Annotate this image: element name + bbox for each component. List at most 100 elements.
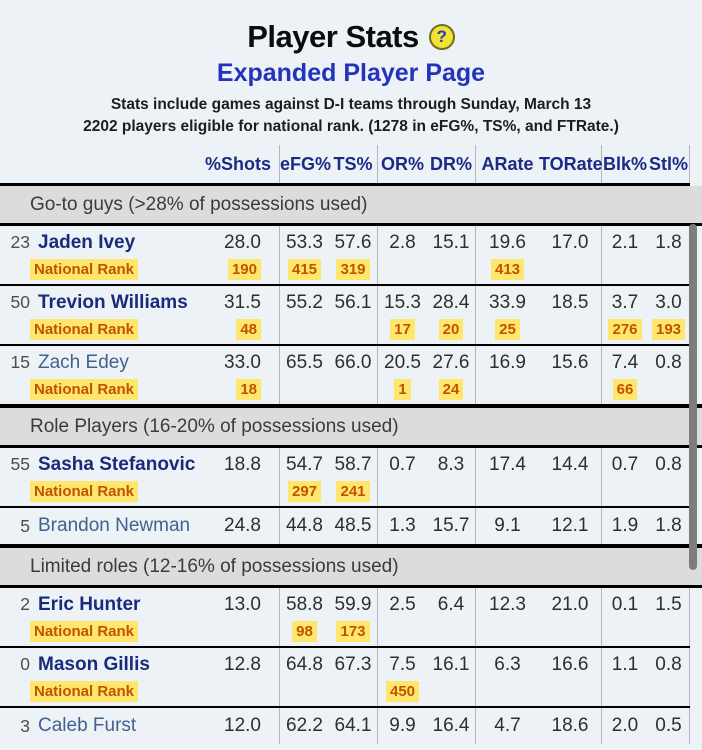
stat-rank-line: 1 bbox=[378, 379, 427, 404]
stat-cell: 0.1 bbox=[602, 588, 648, 646]
stat-rank-line bbox=[427, 259, 475, 284]
player-name-link[interactable]: Caleb Furst bbox=[38, 715, 137, 736]
stat-rank-line bbox=[280, 319, 329, 344]
player-name-link[interactable]: Brandon Newman bbox=[38, 515, 191, 536]
col-header-arate[interactable]: ARate bbox=[481, 154, 534, 174]
stat-cell: 1.3 bbox=[378, 508, 427, 544]
player-block: 15 Zach Edey National Rank 33.0 18 65.5 66.0 20… bbox=[0, 346, 690, 404]
stat-value: 14.4 bbox=[551, 454, 589, 475]
national-rank-row-label: National Rank bbox=[30, 621, 202, 646]
player-cell: 55 Sasha Stefanovic National Rank bbox=[0, 448, 202, 506]
stat-cell: 0.7 bbox=[378, 448, 427, 506]
national-rank-row-label: National Rank bbox=[30, 319, 202, 344]
player-name-link[interactable]: Sasha Stefanovic bbox=[38, 453, 196, 475]
stat-value: 15.3 bbox=[384, 292, 421, 313]
stat-rank-line: 190 bbox=[202, 259, 279, 284]
stat-cell: 57.6 319 bbox=[329, 226, 378, 284]
national-rank-row-label: National Rank bbox=[30, 681, 202, 706]
stat-cell: 58.8 98 bbox=[280, 588, 329, 646]
stat-value: 28.0 bbox=[224, 232, 261, 253]
stat-cell: 0.5 bbox=[648, 708, 690, 744]
col-header-shots[interactable]: %Shots bbox=[202, 145, 280, 183]
national-rank-row-label: National Rank bbox=[30, 379, 202, 404]
player-block: 23 Jaden Ivey National Rank 28.0 190 53.3 415 5… bbox=[0, 226, 690, 286]
stat-cell: 2.1 bbox=[602, 226, 648, 284]
stat-rank-line bbox=[476, 379, 539, 404]
stat-rank-line bbox=[648, 379, 689, 404]
stat-rank-line bbox=[202, 481, 279, 506]
stat-cell: 0.8 bbox=[648, 648, 690, 706]
stat-rank-value: 415 bbox=[287, 259, 322, 280]
stat-value: 58.8 bbox=[286, 594, 323, 615]
stat-value: 0.1 bbox=[611, 594, 639, 615]
stat-cell: 18.5 bbox=[539, 286, 602, 344]
stat-rank-line bbox=[427, 621, 475, 646]
stat-rank-line bbox=[329, 319, 377, 344]
stat-rank-line bbox=[539, 681, 601, 706]
stat-value: 55.2 bbox=[286, 292, 323, 313]
player-block: 0 Mason Gillis National Rank 12.8 64.8 67.3 7.… bbox=[0, 648, 690, 708]
national-rank-label: National Rank bbox=[30, 379, 139, 400]
player-name-link[interactable]: Zach Edey bbox=[38, 351, 129, 373]
stat-rank-line bbox=[648, 259, 689, 284]
player-name-link[interactable]: Mason Gillis bbox=[38, 653, 150, 675]
col-header-stl[interactable]: Stl% bbox=[648, 145, 690, 183]
stat-cell: 12.3 bbox=[476, 588, 539, 646]
stat-value: 33.9 bbox=[489, 292, 526, 313]
player-stats-table: %Shots eFG% TS% OR% DR% ARate TORate Blk… bbox=[0, 145, 702, 744]
stat-cell: 1.9 bbox=[602, 508, 648, 544]
stat-value: 1.1 bbox=[611, 654, 639, 675]
stat-value: 62.2 bbox=[286, 715, 323, 736]
stat-rank-line: 415 bbox=[280, 259, 329, 284]
info-line-1-strong: D-I bbox=[323, 96, 345, 113]
stat-rank-value: 241 bbox=[336, 481, 370, 502]
stat-value: 1.8 bbox=[655, 515, 682, 536]
player-name-line: 55 Sasha Stefanovic bbox=[0, 448, 202, 481]
col-header-torate[interactable]: TORate bbox=[539, 145, 603, 183]
national-rank-label: National Rank bbox=[30, 621, 139, 642]
stat-rank-line bbox=[476, 621, 539, 646]
stat-cell: 0.8 bbox=[648, 346, 690, 404]
col-header-ts[interactable]: TS% bbox=[329, 145, 378, 183]
player-name-line: 5 Brandon Newman bbox=[0, 508, 202, 544]
stat-value: 18.6 bbox=[551, 715, 589, 736]
stat-value: 0.8 bbox=[655, 454, 682, 475]
stat-rank-value: 319 bbox=[336, 259, 370, 280]
col-header-efg[interactable]: eFG% bbox=[280, 154, 332, 174]
player-name-link[interactable]: Eric Hunter bbox=[38, 593, 141, 615]
col-header-or[interactable]: OR% bbox=[380, 154, 424, 174]
national-rank-row-label: National Rank bbox=[30, 481, 202, 506]
stat-value: 2.5 bbox=[389, 594, 416, 615]
stat-cell: 16.9 bbox=[476, 346, 539, 404]
stat-value: 28.4 bbox=[432, 292, 470, 313]
stat-rank-line bbox=[202, 681, 279, 706]
stat-rank-value: 297 bbox=[287, 481, 322, 502]
col-header-dr[interactable]: DR% bbox=[427, 145, 476, 183]
stat-rank-value: 276 bbox=[608, 319, 642, 340]
info-line-2: 2202 players eligible for national rank.… bbox=[83, 118, 619, 135]
stat-value: 58.7 bbox=[334, 454, 372, 475]
stat-rank-value: 25 bbox=[495, 319, 520, 340]
help-question-icon[interactable]: ? bbox=[428, 24, 455, 50]
stat-cell: 55.2 bbox=[280, 286, 329, 344]
player-name-link[interactable]: Trevion Williams bbox=[38, 291, 188, 313]
stat-value: 0.8 bbox=[655, 654, 682, 675]
section-header-band: Go-to guys (>28% of possessions used) bbox=[0, 186, 702, 226]
scrollbar-thumb[interactable] bbox=[689, 224, 697, 570]
stat-value: 0.7 bbox=[389, 454, 416, 475]
player-name-link[interactable]: Jaden Ivey bbox=[38, 231, 136, 253]
stat-value: 15.1 bbox=[432, 232, 470, 253]
player-cell: 15 Zach Edey National Rank bbox=[0, 346, 202, 404]
stat-cell: 33.9 25 bbox=[476, 286, 539, 344]
stat-rank-line bbox=[648, 621, 689, 646]
stat-value: 64.8 bbox=[286, 654, 323, 675]
stat-value: 33.0 bbox=[224, 352, 261, 373]
col-header-blk[interactable]: Blk% bbox=[602, 154, 647, 174]
stat-value: 19.6 bbox=[489, 232, 526, 253]
stat-value: 66.0 bbox=[334, 352, 372, 373]
info-line-1-pre: Stats include games against bbox=[110, 96, 324, 113]
stat-value: 17.0 bbox=[551, 232, 589, 253]
stat-cell: 19.6 413 bbox=[476, 226, 539, 284]
stat-rank-value: 413 bbox=[490, 259, 525, 280]
table-body: Go-to guys (>28% of possessions used) 23 J… bbox=[0, 186, 702, 744]
